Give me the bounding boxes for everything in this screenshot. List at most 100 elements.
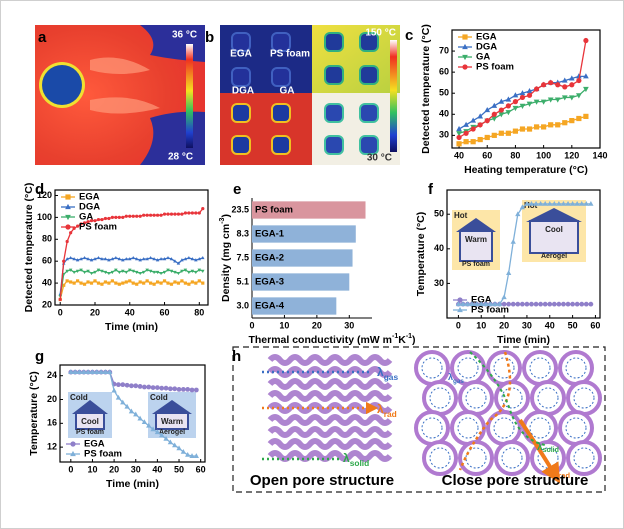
marker	[110, 279, 114, 283]
marker	[478, 301, 484, 307]
lambda-sub: rad	[558, 471, 570, 480]
bar-label: EGA-2	[255, 253, 284, 264]
y-tick-label: 50	[434, 209, 444, 219]
sample	[231, 67, 251, 87]
marker	[194, 258, 198, 262]
marker	[541, 124, 547, 130]
marker	[173, 259, 177, 263]
x-tick-label: 10	[476, 320, 486, 330]
marker	[470, 139, 476, 145]
marker	[477, 113, 484, 119]
marker	[180, 449, 186, 454]
marker	[526, 126, 533, 132]
y-axis-label-part: )	[220, 214, 232, 218]
marker	[72, 270, 76, 275]
rad-arrow	[518, 418, 561, 484]
marker	[474, 301, 480, 307]
marker	[150, 385, 156, 391]
y-tick-label: 60	[439, 67, 449, 77]
marker	[548, 122, 554, 128]
legend-marker	[457, 297, 463, 303]
y-tick-label: 50	[439, 88, 449, 98]
marker	[166, 268, 170, 272]
marker	[505, 103, 511, 109]
marker	[565, 200, 571, 206]
x-axis-label-part: -1	[406, 333, 412, 340]
pore-cell	[558, 410, 594, 446]
legend-marker	[65, 203, 71, 210]
marker	[189, 387, 195, 393]
marker	[551, 200, 557, 206]
marker	[470, 117, 477, 123]
legend-marker	[65, 224, 71, 230]
marker	[547, 200, 553, 206]
marker	[166, 212, 170, 216]
marker	[183, 211, 187, 215]
marker	[542, 200, 548, 206]
marker	[555, 82, 561, 88]
legend-label: EGA	[476, 32, 497, 43]
marker	[124, 214, 128, 218]
inset-inside: Warm	[161, 417, 183, 426]
marker	[180, 279, 184, 283]
legend-marker	[70, 441, 76, 447]
marker	[506, 270, 512, 275]
marker	[155, 258, 160, 262]
marker	[506, 301, 512, 307]
sample	[42, 65, 82, 105]
pore-inner	[501, 387, 523, 409]
marker	[180, 269, 184, 273]
marker	[510, 301, 516, 307]
pore-cell	[566, 440, 602, 476]
marker	[526, 87, 533, 94]
marker	[569, 118, 575, 124]
x-axis-label: Time (min)	[497, 334, 550, 346]
marker	[79, 222, 83, 226]
marker	[498, 107, 504, 113]
legend-label: PS foam	[476, 62, 514, 73]
sample	[324, 65, 344, 85]
marker	[519, 90, 526, 96]
caption: Open pore structure	[250, 472, 394, 489]
inset-material: Aerogel	[541, 253, 567, 260]
plot-frame	[54, 189, 209, 306]
marker	[86, 280, 90, 284]
pore-cell	[414, 350, 450, 386]
sample	[271, 67, 291, 87]
pore-inner	[529, 357, 551, 379]
hot-streak	[90, 57, 150, 74]
marker	[103, 280, 108, 284]
marker	[551, 301, 557, 307]
legend-label: PS foam	[84, 449, 122, 460]
marker	[491, 116, 498, 122]
x-tick-label: 120	[564, 150, 579, 160]
marker	[492, 301, 498, 307]
y-tick-label: 100	[37, 212, 52, 222]
lambda-label: λgas	[377, 365, 398, 382]
marker	[163, 385, 169, 391]
marker	[146, 422, 152, 428]
y-tick-label: 40	[439, 109, 449, 119]
marker	[463, 130, 469, 136]
marker	[96, 255, 101, 260]
marker	[498, 98, 505, 104]
legend-marker	[462, 64, 468, 70]
marker	[201, 281, 205, 285]
marker	[510, 239, 516, 244]
x-tick-label: 40	[152, 464, 162, 474]
marker	[100, 282, 104, 286]
pore-inner	[573, 387, 595, 409]
x-tick-label: 40	[454, 150, 464, 160]
sample	[359, 65, 379, 85]
marker	[554, 97, 561, 103]
marker	[193, 387, 199, 393]
pore-layer	[267, 450, 393, 462]
pore-inner	[493, 357, 515, 379]
marker	[528, 200, 535, 206]
marker	[533, 124, 540, 130]
marker	[505, 110, 512, 116]
x-axis-label-part: -1	[392, 333, 398, 340]
marker	[72, 369, 78, 375]
marker	[197, 211, 201, 215]
